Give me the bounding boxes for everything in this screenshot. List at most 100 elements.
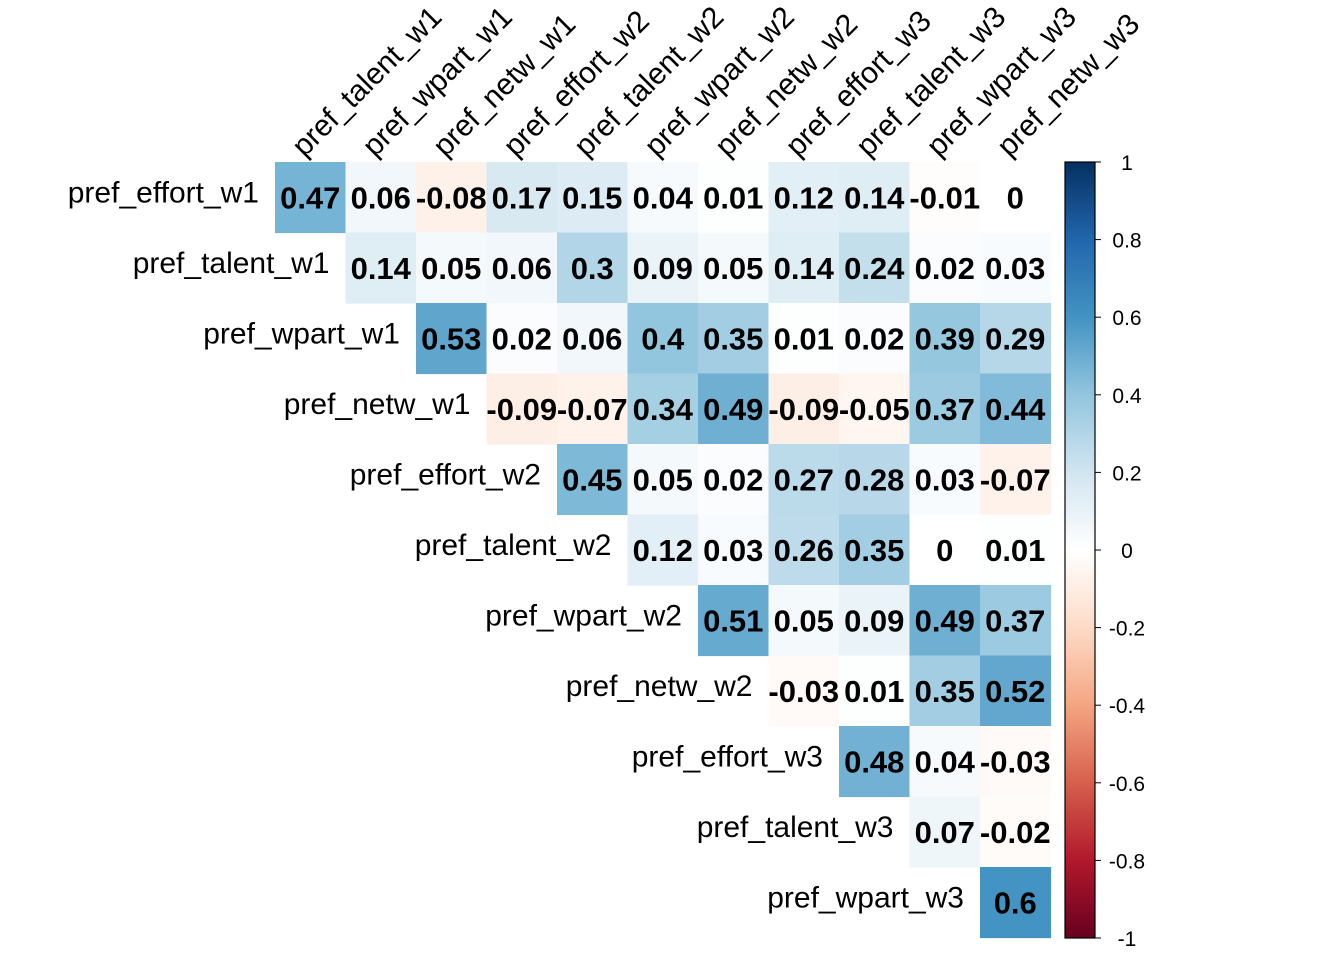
cell-value-label: 0.05	[633, 462, 693, 497]
heatmap-cell	[839, 655, 911, 727]
heatmap-cell	[698, 514, 770, 586]
heatmap-cell	[486, 303, 558, 375]
cell-value-label: 0.06	[492, 251, 552, 286]
heatmap-cell	[980, 655, 1052, 727]
row-label: pref_wpart_w1	[203, 317, 400, 350]
heatmap-cell	[768, 162, 840, 234]
cell-value-label: 0.37	[985, 603, 1045, 638]
heatmap-cell	[698, 232, 770, 304]
heatmap-cell	[486, 373, 558, 445]
heatmap-cell	[980, 232, 1052, 304]
heatmap-cell	[839, 373, 911, 445]
cell-value-label: 0.45	[562, 462, 622, 497]
cell-value-label: 0.02	[703, 462, 763, 497]
heatmap-cell	[486, 162, 558, 234]
cell-value-label: 0.6	[994, 885, 1037, 920]
heatmap-cell	[698, 585, 770, 657]
cell-value-label: -0.03	[768, 674, 839, 709]
heatmap-cell	[627, 444, 699, 516]
cell-value-label: -0.05	[839, 392, 910, 427]
row-label: pref_talent_w2	[415, 529, 612, 562]
heatmap-cell	[909, 232, 981, 304]
heatmap-cell	[909, 303, 981, 375]
cell-value-label: 0.03	[703, 533, 763, 568]
cell-value-label: -0.09	[768, 392, 839, 427]
colorbar-tick-label: 0	[1121, 540, 1133, 563]
colorbar-tick-label: -1	[1118, 928, 1137, 951]
cell-value-label: 0	[936, 533, 953, 568]
cell-value-label: 0.09	[633, 251, 693, 286]
heatmap-cell	[768, 303, 840, 375]
row-label: pref_talent_w3	[697, 811, 894, 844]
cell-value-label: 0.02	[492, 321, 552, 356]
cell-value-label: 0.26	[774, 533, 834, 568]
heatmap-cell	[980, 373, 1052, 445]
colorbar-tick-label: -0.4	[1109, 695, 1146, 718]
row-label: pref_wpart_w2	[485, 599, 682, 632]
heatmap-cell	[839, 514, 911, 586]
row-label: pref_netw_w2	[566, 670, 753, 703]
colorbar-tick-label: 0.2	[1112, 462, 1141, 485]
cell-value-label: 0.3	[571, 251, 614, 286]
cell-value-label: 0.34	[633, 392, 694, 427]
heatmap-cell	[980, 444, 1052, 516]
cell-value-label: -0.08	[416, 180, 487, 215]
heatmap-cells: 0.47 0.06 -0.08 0.17 0.15 0.04 0.01 0.12 0.14 -0.…	[275, 162, 1052, 939]
heatmap-cell	[627, 232, 699, 304]
heatmap-cell	[768, 514, 840, 586]
cell-value-label: 0.48	[844, 744, 904, 779]
cell-value-label: 0.44	[985, 392, 1046, 427]
cell-value-label: 0.49	[703, 392, 763, 427]
cell-value-label: 0.35	[844, 533, 904, 568]
heatmap-cell	[698, 373, 770, 445]
cell-value-label: 0.15	[562, 180, 622, 215]
cell-value-label: 0.24	[844, 251, 905, 286]
heatmap-cell	[698, 444, 770, 516]
heatmap-cell	[839, 162, 911, 234]
colorbar-tick-label: -0.6	[1109, 773, 1145, 796]
heatmap-cell	[557, 444, 629, 516]
cell-value-label: 0.12	[774, 180, 834, 215]
heatmap-cell	[698, 303, 770, 375]
cell-value-label: 0.09	[844, 603, 904, 638]
cell-value-label: 0.04	[915, 744, 976, 779]
heatmap-cell	[980, 796, 1052, 868]
row-label: pref_effort_w2	[350, 458, 541, 491]
cell-value-label: 0.14	[351, 251, 412, 286]
row-label: pref_talent_w1	[133, 247, 330, 280]
cell-value-label: 0.05	[703, 251, 763, 286]
colorbar-tick-label: -0.8	[1109, 850, 1145, 873]
column-labels: pref_talent_w1pref_wpart_w1pref_netw_w1p…	[286, 0, 1146, 163]
heatmap-cell	[698, 162, 770, 234]
cell-value-label: 0.39	[915, 321, 975, 356]
heatmap-cell	[909, 585, 981, 657]
heatmap-cell	[416, 303, 488, 375]
cell-value-label: 0.05	[774, 603, 834, 638]
heatmap-cell	[980, 726, 1052, 798]
heatmap-cell	[275, 162, 347, 234]
cell-value-label: 0.17	[492, 180, 552, 215]
heatmap-cell	[839, 444, 911, 516]
cell-value-label: 0.06	[351, 180, 411, 215]
heatmap-cell	[627, 514, 699, 586]
cell-value-label: 0.14	[774, 251, 835, 286]
cell-value-label: 0.35	[915, 674, 975, 709]
heatmap-cell	[345, 232, 417, 304]
cell-value-label: 0.51	[703, 603, 763, 638]
heatmap-cell	[909, 373, 981, 445]
cell-value-label: 0.29	[985, 321, 1045, 356]
cell-value-label: 0.07	[915, 815, 975, 850]
cell-value-label: 0.37	[915, 392, 975, 427]
heatmap-cell	[980, 303, 1052, 375]
heatmap-cell	[557, 303, 629, 375]
cell-value-label: 0.47	[280, 180, 340, 215]
row-label: pref_effort_w3	[632, 740, 823, 773]
colorbar-tick-label: -0.2	[1109, 618, 1145, 641]
row-label: pref_effort_w1	[68, 176, 259, 209]
cell-value-label: -0.07	[557, 392, 628, 427]
cell-value-label: 0.01	[703, 180, 763, 215]
heatmap-cell	[909, 514, 981, 586]
cell-value-label: 0.01	[985, 533, 1045, 568]
row-labels: pref_effort_w1 pref_talent_w1 pref_wpart_w…	[68, 176, 964, 914]
